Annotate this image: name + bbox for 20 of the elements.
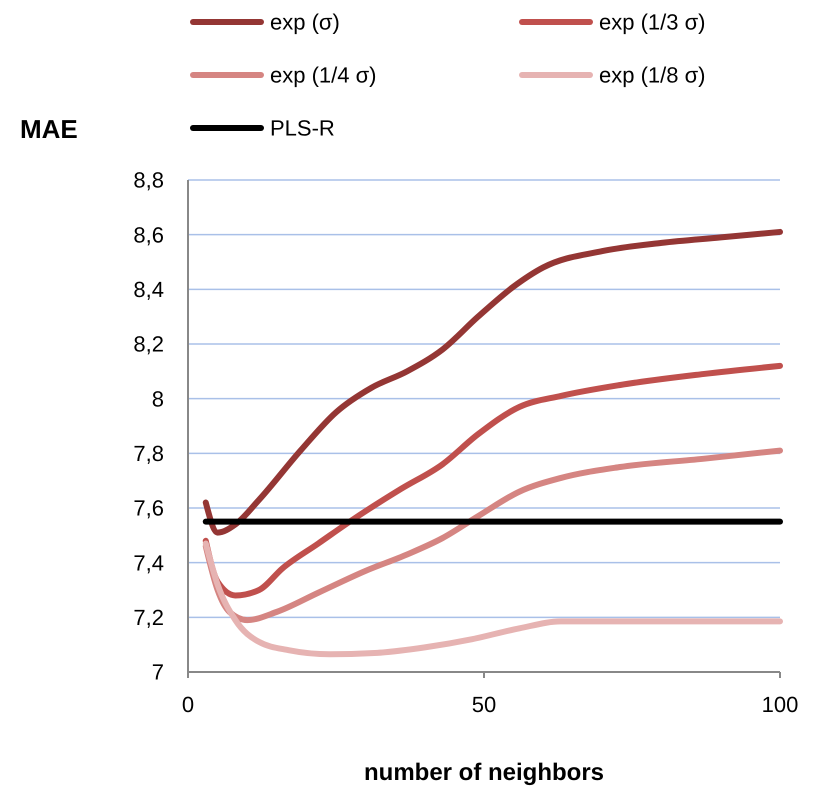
- y-axis-title: MAE: [20, 114, 78, 144]
- y-tick-label: 7,2: [133, 605, 164, 630]
- y-tick-label: 7: [152, 660, 164, 685]
- y-tick-label: 7,4: [133, 550, 164, 576]
- y-tick-label: 8,8: [133, 168, 164, 193]
- legend-label: exp (1/3 σ): [599, 10, 706, 35]
- x-tick-label: 0: [182, 692, 194, 717]
- x-axis-title: number of neighbors: [364, 759, 604, 786]
- y-tick-label: 7,6: [133, 496, 164, 521]
- y-tick-label: 8,6: [133, 222, 164, 248]
- y-tick-label: 8,4: [133, 277, 164, 302]
- legend-label: exp (1/8 σ): [599, 62, 706, 88]
- x-tick-label: 100: [762, 692, 798, 717]
- y-tick-label: 8,2: [133, 332, 164, 357]
- x-tick-label: 50: [472, 692, 496, 717]
- legend-label: exp (σ): [270, 10, 340, 35]
- y-tick-label: 8: [152, 386, 164, 412]
- y-tick-label: 7,8: [133, 441, 164, 466]
- legend-label: PLS-R: [270, 116, 335, 141]
- legend-label: exp (1/4 σ): [270, 62, 377, 88]
